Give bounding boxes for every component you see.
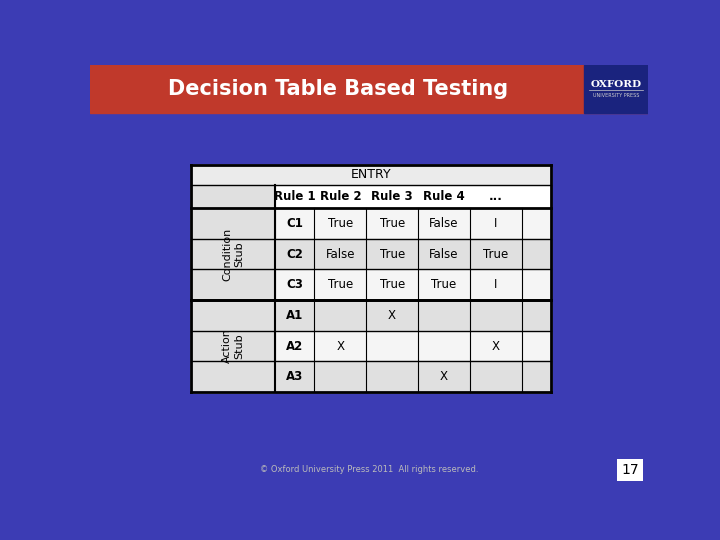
Bar [191,165,551,185]
Bar [191,269,275,300]
Text: Rule 1: Rule 1 [274,190,315,203]
Text: False: False [325,247,355,260]
Bar [191,361,551,392]
Bar [191,208,275,300]
Text: True: True [379,247,405,260]
Text: True: True [328,278,353,291]
Text: Action
Stub: Action Stub [222,329,244,363]
Bar [191,208,551,239]
Text: A2: A2 [286,340,303,353]
Text: Rule 4: Rule 4 [423,190,465,203]
Text: ENTRY: ENTRY [351,168,391,181]
Bar [90,65,648,112]
Text: A1: A1 [286,309,303,322]
Text: 17: 17 [621,463,639,477]
Text: UNIVERSITY PRESS: UNIVERSITY PRESS [593,93,639,98]
Text: True: True [328,217,353,230]
Text: True: True [483,247,508,260]
Bar [191,330,275,361]
Bar [191,165,551,392]
Text: True: True [431,278,456,291]
Bar [191,185,275,208]
Text: C2: C2 [287,247,303,260]
Bar [191,208,275,239]
Bar [191,300,275,392]
Text: Decision Table Based Testing: Decision Table Based Testing [168,79,508,99]
Text: © Oxford University Press 2011  All rights reserved.: © Oxford University Press 2011 All right… [260,465,478,474]
Text: True: True [379,217,405,230]
Text: ...: ... [489,190,503,203]
Text: X: X [388,309,396,322]
Bar [191,269,551,300]
Bar [191,330,551,361]
Text: I: I [494,217,498,230]
Text: X: X [336,340,344,353]
Bar [191,300,551,330]
Text: X: X [492,340,500,353]
Bar [191,239,275,269]
Bar [191,300,275,330]
Text: X: X [440,370,448,383]
Text: Rule 3: Rule 3 [372,190,413,203]
Bar [191,239,551,269]
Text: False: False [429,217,459,230]
Text: A3: A3 [286,370,303,383]
Text: True: True [379,278,405,291]
Text: Rule 2: Rule 2 [320,190,361,203]
Text: Condition
Stub: Condition Stub [222,227,244,281]
Text: OXFORD: OXFORD [590,80,642,89]
Bar [585,65,648,112]
Text: False: False [429,247,459,260]
Text: I: I [494,278,498,291]
Text: C3: C3 [287,278,303,291]
Text: C1: C1 [287,217,303,230]
Bar [191,361,275,392]
